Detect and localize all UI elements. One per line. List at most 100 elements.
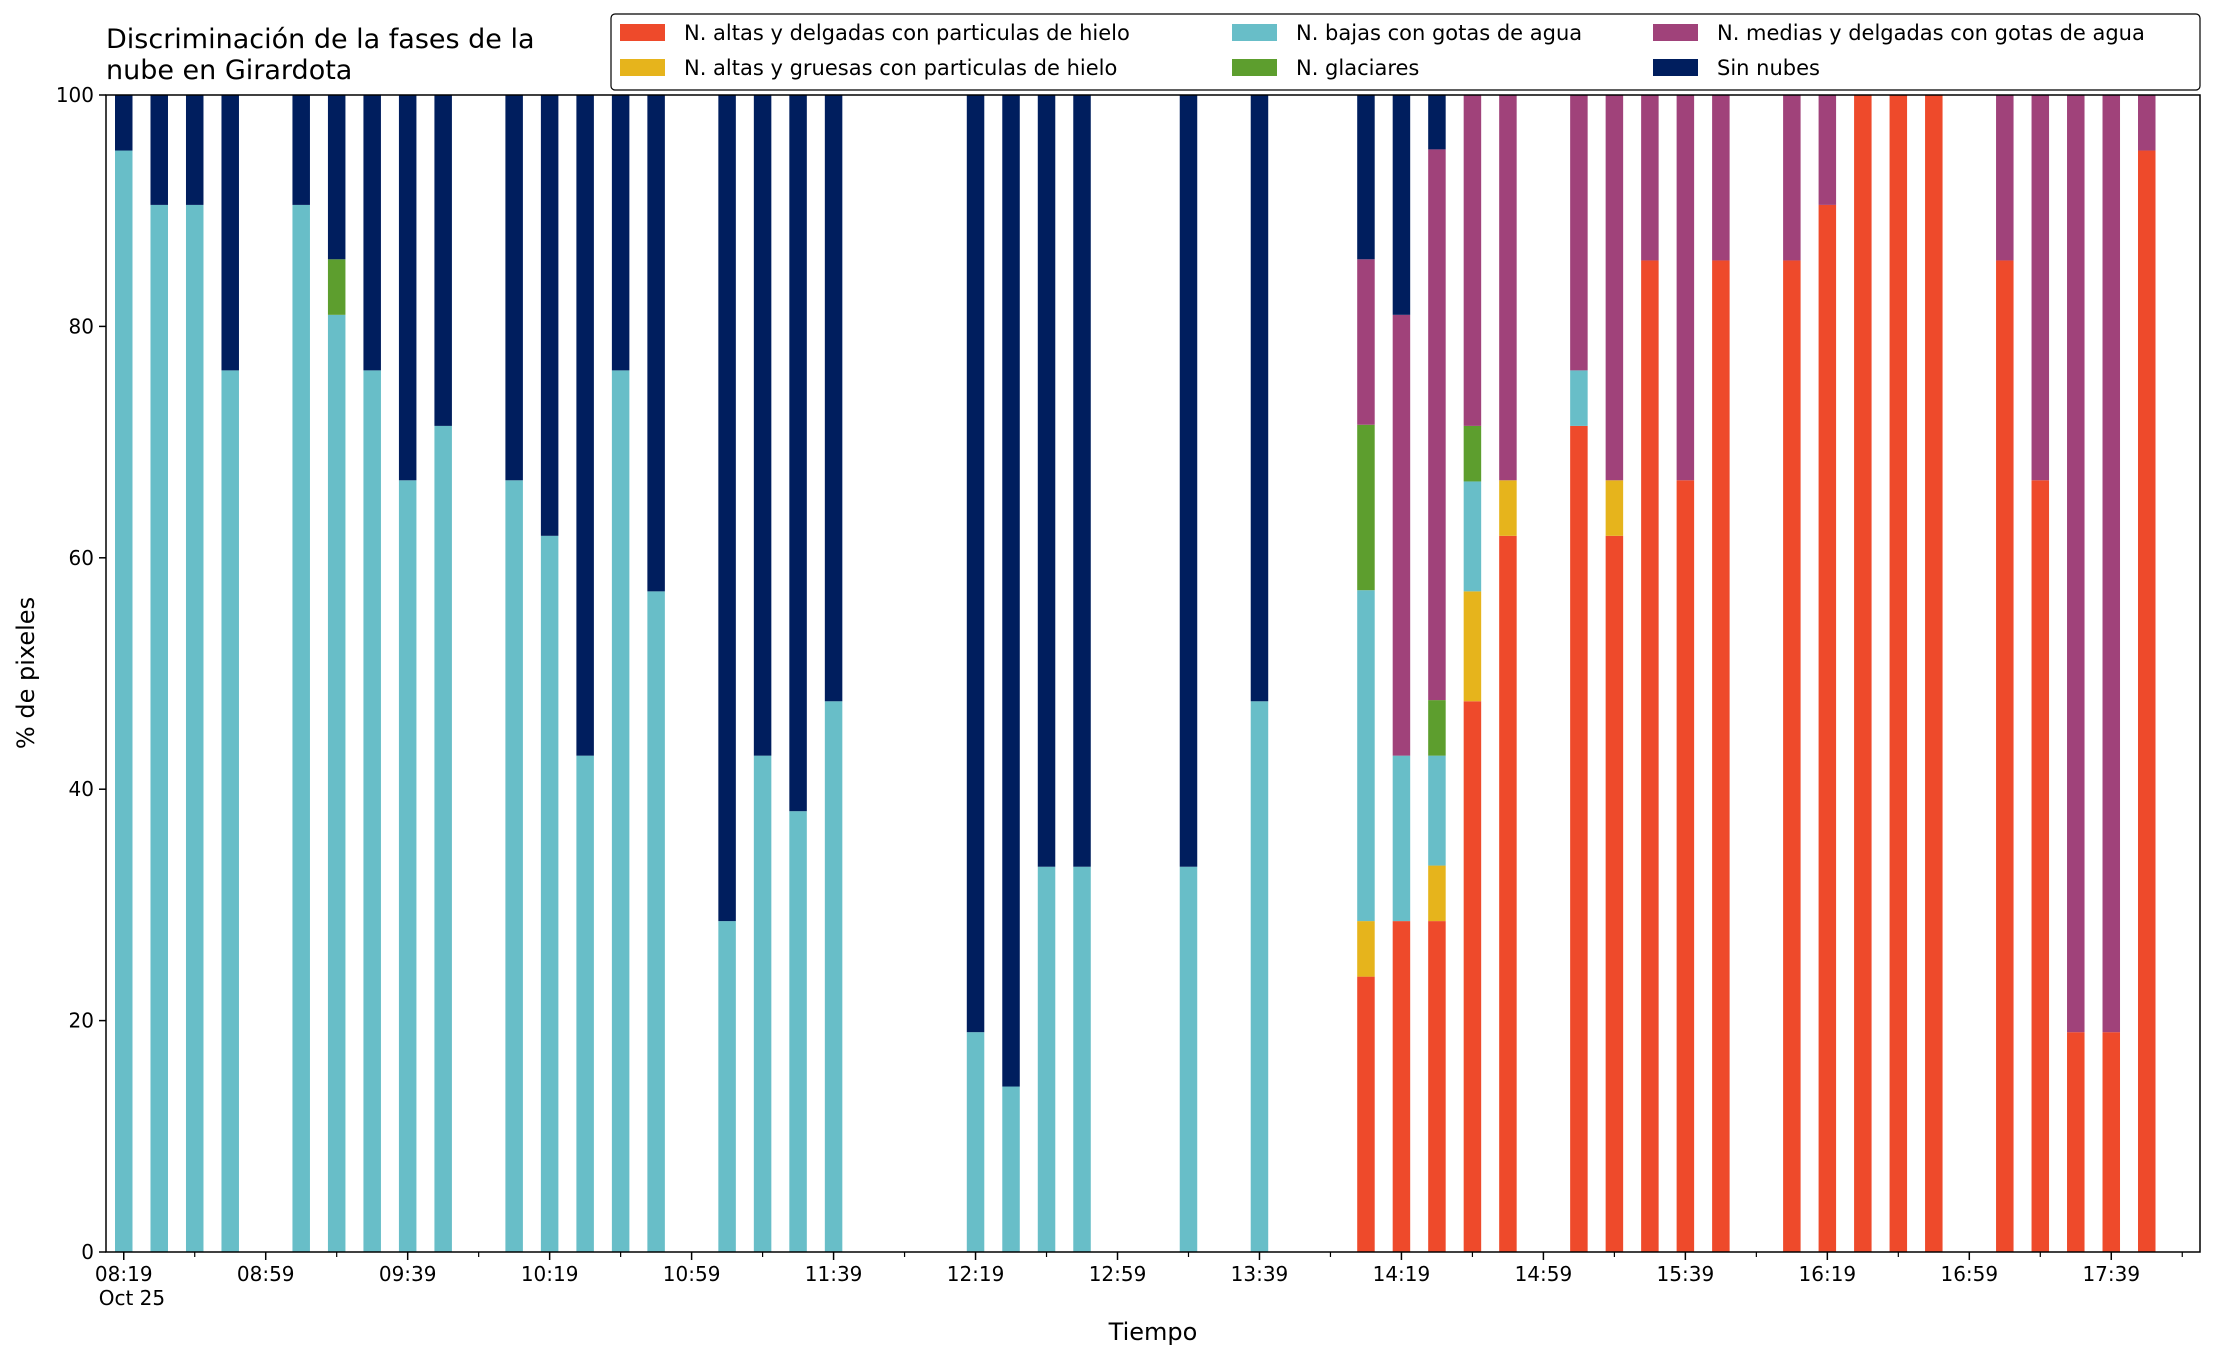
bar-segment (505, 480, 523, 1252)
legend-swatch (1653, 24, 1698, 41)
bar-layer (115, 95, 2156, 1253)
bar-segment (398, 480, 417, 1252)
bar-segment (576, 755, 594, 1252)
legend-label: N. altas y gruesas con particulas de hie… (684, 56, 1117, 80)
bar-segment (789, 95, 807, 812)
bar-segment (1073, 95, 1091, 867)
bar-segment (1996, 260, 2014, 1252)
x-tick-label: 13:39 (1231, 1262, 1289, 1286)
bar-segment (2067, 1032, 2085, 1252)
x-date-label: Oct 25 (99, 1286, 165, 1310)
y-tick-label: 40 (69, 777, 94, 801)
bar-segment (824, 95, 843, 702)
bar-segment (1357, 921, 1375, 977)
bar-segment (2067, 95, 2085, 1033)
legend: N. altas y delgadas con particulas de hi… (610, 13, 2201, 91)
x-tick-label: 11:39 (805, 1262, 863, 1286)
x-tick-label: 12:19 (947, 1262, 1005, 1286)
bar-segment (1463, 591, 1482, 702)
bar-segment (611, 370, 630, 1252)
bar-segment (647, 591, 665, 1252)
bar-segment (1428, 865, 1446, 922)
x-tick-label: 14:19 (1373, 1262, 1431, 1286)
x-tick-label: 08:59 (237, 1262, 295, 1286)
bar-segment (1357, 424, 1375, 591)
legend-label: N. bajas con gotas de agua (1296, 21, 1582, 45)
bar-segment (1570, 370, 1588, 426)
bar-segment (1392, 314, 1411, 756)
bar-segment (1037, 95, 1056, 867)
bar-segment (1818, 204, 1837, 1252)
bar-segment (292, 95, 310, 205)
x-tick-label: 12:59 (1089, 1262, 1147, 1286)
bar-segment (1179, 866, 1198, 1252)
plot-frame (105, 94, 2201, 1253)
bar-segment (1392, 95, 1411, 315)
x-tick-label: 10:19 (521, 1262, 579, 1286)
bar-segment (2102, 1032, 2121, 1252)
legend-swatch (620, 24, 665, 41)
bar-segment (434, 425, 452, 1252)
bar-segment (1428, 700, 1446, 756)
bar-segment (1428, 921, 1446, 1252)
bar-segment (1463, 425, 1482, 482)
bar-segment (2138, 95, 2156, 151)
x-tick-label: 08:19 (95, 1262, 153, 1286)
bar-segment (2031, 95, 2050, 481)
bar-segment (1854, 95, 1872, 1252)
bar-segment (540, 535, 559, 1252)
bar-segment (718, 921, 736, 1252)
x-tick-label: 17:39 (2082, 1262, 2140, 1286)
bar-segment (327, 259, 346, 315)
legend-label: N. glaciares (1296, 56, 1419, 80)
bar-segment (150, 95, 168, 205)
y-tick-label: 0 (81, 1240, 94, 1264)
bar-segment (1818, 95, 1837, 205)
bar-segment (1499, 535, 1517, 1252)
bar-segment (292, 204, 310, 1252)
x-tick-label: 16:59 (1940, 1262, 1998, 1286)
bar-segment (1463, 481, 1482, 592)
bar-segment (398, 95, 417, 481)
bar-segment (1712, 95, 1730, 261)
bar-segment (1357, 590, 1375, 922)
legend-swatch (1232, 24, 1277, 41)
bar-segment (753, 755, 772, 1252)
bar-segment (1037, 866, 1056, 1252)
x-tick-label: 09:39 (379, 1262, 437, 1286)
bar-segment (1392, 755, 1411, 922)
legend-frame (610, 13, 2201, 91)
bar-segment (1605, 535, 1624, 1252)
bar-segment (789, 811, 807, 1252)
bar-segment (611, 95, 630, 371)
bar-segment (1428, 755, 1446, 866)
bar-segment (2138, 150, 2156, 1252)
bar-segment (1250, 95, 1269, 702)
bar-segment (1996, 95, 2014, 261)
x-axis-label: Tiempo (1108, 1318, 1198, 1346)
bar-segment (1676, 480, 1695, 1252)
bar-segment (2102, 95, 2121, 1033)
legend-swatch (620, 59, 665, 76)
bar-segment (1783, 260, 1801, 1252)
bar-segment (1002, 1086, 1020, 1252)
bar-segment (221, 95, 239, 371)
chart-title-line: nube en Girardota (106, 55, 352, 86)
legend-swatch (1653, 59, 1698, 76)
chart-title-line: Discriminación de la fases de la (106, 24, 535, 55)
bar-segment (1499, 95, 1517, 481)
bar-segment (1570, 425, 1588, 1252)
bar-segment (363, 370, 381, 1252)
x-tick-label: 10:59 (663, 1262, 721, 1286)
bar-segment (1428, 149, 1446, 701)
bar-segment (540, 95, 559, 536)
x-tick-label: 14:59 (1515, 1262, 1573, 1286)
bar-segment (363, 95, 381, 371)
bar-segment (966, 1032, 985, 1252)
bar-segment (185, 204, 204, 1252)
chart-title: Discriminación de la fases de la nube en … (106, 24, 535, 86)
bar-segment (1676, 95, 1695, 481)
bar-segment (2031, 480, 2050, 1252)
